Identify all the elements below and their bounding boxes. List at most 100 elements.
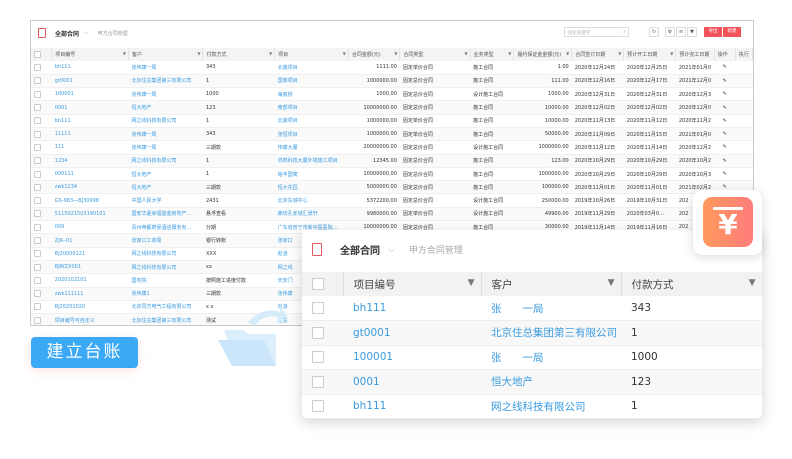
table-cell[interactable]: 北京住总集团第三有限公司 bbox=[128, 313, 203, 325]
create-ledger-button[interactable]: 建立台账 bbox=[31, 337, 138, 368]
filter-icon[interactable]: ▼ bbox=[618, 51, 622, 56]
table-cell[interactable]: 网之线科技有限公司 bbox=[128, 154, 203, 168]
filter-icon[interactable]: ▼ bbox=[197, 51, 201, 56]
table-cell[interactable]: 国务院 bbox=[128, 273, 203, 288]
table-cell[interactable]: 海底捞 bbox=[274, 87, 349, 102]
row-checkbox[interactable] bbox=[34, 77, 41, 85]
table-cell[interactable]: 100001 bbox=[51, 87, 129, 102]
table-cell[interactable]: 北装项目 bbox=[274, 61, 349, 75]
edit-icon[interactable]: ✎ bbox=[722, 144, 727, 151]
table-row[interactable]: gt0001 北京住总集团第三有限公司 1 国泰项目 1000000.00 固定总价合同施… bbox=[31, 74, 753, 89]
select-all-checkbox[interactable] bbox=[34, 51, 41, 58]
table-cell[interactable]: BJ20000121 bbox=[51, 247, 129, 261]
table-cell[interactable]: BJWZX001 bbox=[51, 260, 129, 275]
row-checkbox[interactable] bbox=[34, 130, 41, 138]
table-row[interactable]: zwk1234 恒大地产 三期款 恒大花园 5000000.00 固定总价合同 施工合同 10… bbox=[31, 180, 753, 195]
table-row[interactable]: 111 张伟康一局 三期款 伟康大厦 20000000.00 固定总价合同 设计施工合同 10… bbox=[31, 140, 753, 155]
table-cell[interactable]: 裕丰国寓 bbox=[274, 167, 349, 182]
table-cell[interactable]: 网之线科技有限公司 bbox=[128, 247, 203, 261]
new-button[interactable]: 新建 bbox=[723, 27, 741, 37]
table-cell[interactable]: 恒大地产 bbox=[128, 180, 203, 195]
filter-icon[interactable]: ▼ bbox=[566, 51, 570, 56]
table-row[interactable]: 511502150319010​1 国安华夏幸福基金房地产… 悬浮查看 廊坊孔雀城汇景… bbox=[31, 207, 753, 222]
table-cell[interactable]: 恒大地产 bbox=[128, 167, 203, 182]
row-checkbox[interactable] bbox=[34, 250, 41, 258]
tab-client-contracts[interactable]: 甲方合同管理 bbox=[408, 246, 463, 256]
table-cell[interactable]: bh111 bbox=[343, 296, 481, 321]
row-checkbox[interactable] bbox=[312, 375, 324, 388]
row-checkbox[interactable] bbox=[34, 263, 41, 271]
row-checkbox[interactable] bbox=[34, 303, 41, 311]
table-cell[interactable]: 111 bbox=[51, 140, 129, 155]
table-row[interactable]: 0001 恒大地产 123 bbox=[302, 369, 762, 395]
chevron-down-icon[interactable]: ⌵ bbox=[84, 29, 89, 36]
edit-icon[interactable]: ✎ bbox=[722, 184, 727, 191]
filter-icon[interactable]: ▼ bbox=[342, 51, 346, 56]
row-checkbox[interactable] bbox=[34, 157, 41, 165]
table-cell[interactable]: 100001 bbox=[343, 345, 481, 370]
filter-icon[interactable]: ▼ bbox=[748, 278, 756, 288]
table-cell[interactable]: 网之线科技有限公司 bbox=[128, 114, 203, 128]
edit-icon[interactable]: ✎ bbox=[722, 131, 727, 138]
row-checkbox[interactable] bbox=[34, 197, 41, 205]
table-row[interactable]: gt0001 北京住总集团第三有限公司 1 bbox=[302, 320, 762, 346]
table-row[interactable]: 1234 网之线科技有限公司 1 鸿鹄科技大厦外墙施工项目 12345.00 固定总价合同… bbox=[31, 154, 753, 168]
table-cell[interactable]: ZJK--01 bbox=[51, 233, 129, 248]
list-icon[interactable]: ≡ bbox=[676, 27, 686, 37]
table-cell[interactable]: 廊坊孔雀城汇景轩 bbox=[274, 207, 349, 222]
table-cell[interactable]: 北京住总集团第三有限公司 bbox=[128, 74, 203, 89]
edit-icon[interactable]: ✎ bbox=[722, 64, 727, 71]
table-cell[interactable]: bh111 bbox=[51, 61, 129, 75]
chevron-down-icon[interactable]: ⌵ bbox=[388, 244, 395, 255]
row-checkbox[interactable] bbox=[34, 143, 41, 151]
row-checkbox[interactable] bbox=[34, 316, 41, 324]
table-cell[interactable]: gt0001 bbox=[51, 74, 129, 89]
table-row[interactable]: 000111 恒大地产 1 裕丰国寓 10000000.00 固定总价合同 施工合同 1000… bbox=[31, 167, 753, 182]
row-checkbox[interactable] bbox=[34, 276, 41, 284]
table-cell[interactable]: 北京同方电气工程有限公司 bbox=[128, 300, 203, 315]
row-checkbox[interactable] bbox=[34, 237, 41, 244]
row-checkbox[interactable] bbox=[34, 290, 41, 298]
edit-icon[interactable]: ✎ bbox=[722, 77, 727, 84]
table-cell[interactable]: GS-983—BJ30998 bbox=[51, 193, 129, 208]
table-row[interactable]: bh111 网之线科技有限公司 1 bbox=[302, 394, 762, 419]
table-cell[interactable]: 恒大地产 bbox=[481, 369, 621, 395]
filter-icon[interactable]: ▼ bbox=[687, 27, 697, 37]
filter-icon[interactable]: ▼ bbox=[464, 51, 468, 56]
edit-icon[interactable]: ✎ bbox=[722, 117, 727, 124]
table-cell[interactable]: 0001 bbox=[343, 369, 481, 395]
table-cell[interactable]: 张伟康一局 bbox=[128, 140, 203, 155]
table-row[interactable]: bh111 张 一局 343 bbox=[302, 296, 762, 321]
table-row[interactable]: GS-983—BJ30998 中国人民大学 2431 北京东城中心 5372200.00… bbox=[31, 193, 753, 208]
table-cell[interactable]: 张 一局 bbox=[481, 296, 621, 321]
row-checkbox[interactable] bbox=[34, 90, 41, 98]
table-row[interactable]: 100001 张伟康一局 1000 海底捞 1000.00 固定总价合同 设计施工合同 100… bbox=[31, 87, 753, 102]
table-row[interactable]: 11111 张伟康一局 343 张恒项目 1000000.00 固定单价合同 施工合同 500… bbox=[31, 127, 753, 142]
table-cell[interactable]: gt0001 bbox=[343, 320, 481, 346]
filter-icon[interactable]: ▼ bbox=[394, 51, 398, 56]
table-cell[interactable]: BJ20201020 bbox=[51, 300, 129, 315]
gear-icon[interactable]: ⚙ bbox=[665, 27, 675, 37]
table-cell[interactable]: 张伟康一局 bbox=[128, 61, 203, 75]
table-cell[interactable]: 张家口工商局 bbox=[128, 233, 203, 248]
table-cell[interactable]: 中国人民大学 bbox=[128, 193, 203, 208]
row-checkbox[interactable] bbox=[34, 210, 41, 218]
table-cell[interactable]: 北装项目 bbox=[274, 114, 349, 128]
table-cell[interactable]: 张伟康1 bbox=[128, 287, 203, 301]
refresh-icon[interactable]: ↻ bbox=[649, 27, 659, 37]
edit-icon[interactable]: ✎ bbox=[722, 157, 727, 164]
filter-icon[interactable]: ▼ bbox=[670, 51, 674, 56]
table-cell[interactable]: 北京住总集团第三有限公司 bbox=[481, 320, 621, 346]
table-cell[interactable]: 009 bbox=[51, 220, 129, 235]
search-input[interactable]: 搜索关键字 ⌕ bbox=[564, 27, 629, 37]
table-cell[interactable]: 北京东城中心 bbox=[274, 193, 349, 208]
table-cell[interactable]: zwk1234 bbox=[51, 180, 129, 195]
table-cell[interactable]: 鸿鹄科技大厦外墙施工项目 bbox=[274, 154, 349, 168]
filter-icon[interactable]: ▼ bbox=[122, 51, 126, 56]
table-cell[interactable]: 张 一局 bbox=[481, 345, 621, 370]
row-checkbox[interactable] bbox=[34, 223, 41, 231]
table-cell[interactable]: 2020102101 bbox=[51, 273, 129, 288]
filter-icon[interactable]: ▼ bbox=[269, 51, 273, 56]
table-cell[interactable]: 000111 bbox=[51, 167, 129, 182]
table-row[interactable]: bh111 张伟康一局 343 北装项目 1111.00 固定单价合同 施工合同 1.00 20… bbox=[31, 61, 753, 75]
